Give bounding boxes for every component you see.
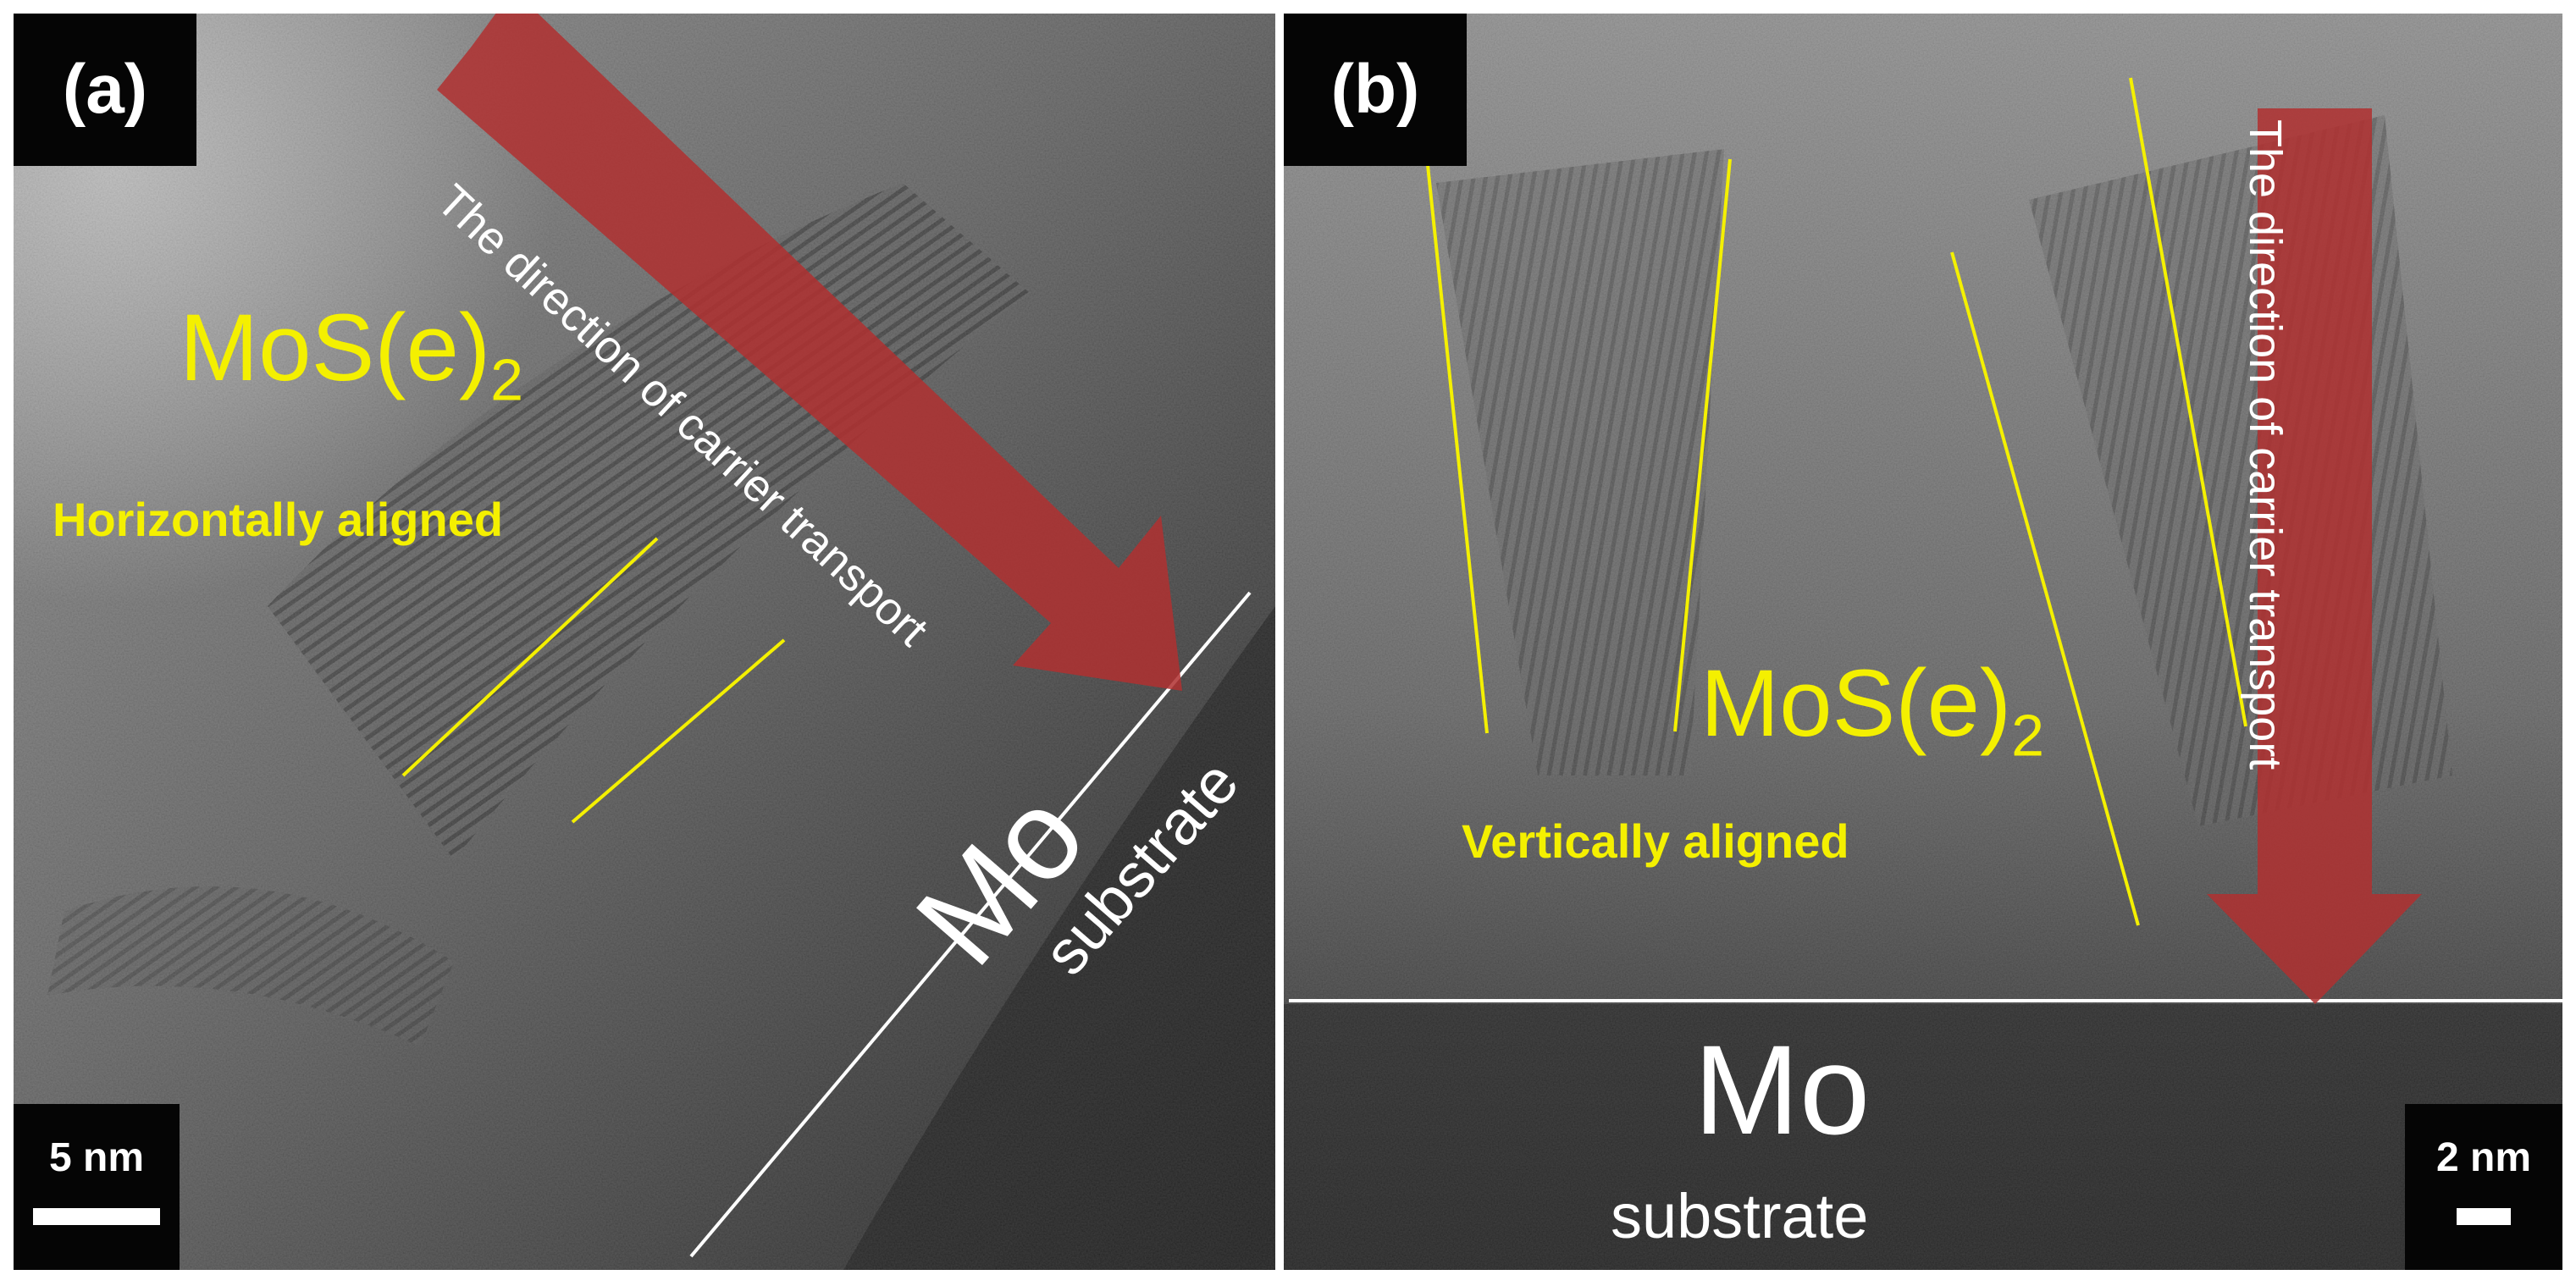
scale-bar-label: 2 nm [2435, 1135, 2532, 1180]
alignment-lines-a [401, 14, 1252, 1258]
material-label-b: MoS(e)2 [1700, 649, 2044, 769]
carrier-direction-arrow [437, 14, 1182, 691]
material-label-a: MoS(e)2 [180, 293, 523, 413]
alignment-line [401, 537, 659, 777]
panel-label-b: (b) [1284, 14, 1467, 166]
arrow-text-b: The direction of carrier transport [2240, 119, 2291, 770]
scale-bar-a: 5 nm [14, 1104, 180, 1270]
alignment-line [571, 638, 786, 824]
alignment-line [2129, 77, 2247, 727]
alignment-line [1950, 251, 2140, 926]
alignment-label-b: Vertically aligned [1462, 814, 1849, 868]
alignment-line [1424, 148, 1489, 734]
scale-bar-label: 5 nm [48, 1135, 145, 1180]
alignment-lines-b [1289, 77, 2562, 1004]
panel-label-a: (a) [14, 14, 196, 166]
material-formula: MoS(e) [180, 295, 491, 400]
alignment-line [1673, 158, 1732, 732]
tem-panel-a: (a) MoS(e)2 Horizontally aligned The dir… [14, 14, 1275, 1270]
carrier-direction-arrow [2207, 108, 2422, 1004]
material-subscript: 2 [490, 346, 524, 413]
substrate-sub-b: substrate [1611, 1181, 1869, 1251]
scale-bar-line [2457, 1208, 2511, 1225]
scale-bar-line [33, 1208, 160, 1225]
scale-bar-b: 2 nm [2405, 1104, 2562, 1270]
tem-panel-b: (b) MoS(e)2 Vertically aligned The direc… [1284, 14, 2562, 1270]
alignment-label-a: Horizontally aligned [53, 493, 504, 546]
material-subscript: 2 [2011, 702, 2045, 769]
substrate-boundary-line [689, 591, 1252, 1258]
material-formula: MoS(e) [1700, 650, 2012, 756]
substrate-main-b: Mo [1694, 1018, 1871, 1161]
